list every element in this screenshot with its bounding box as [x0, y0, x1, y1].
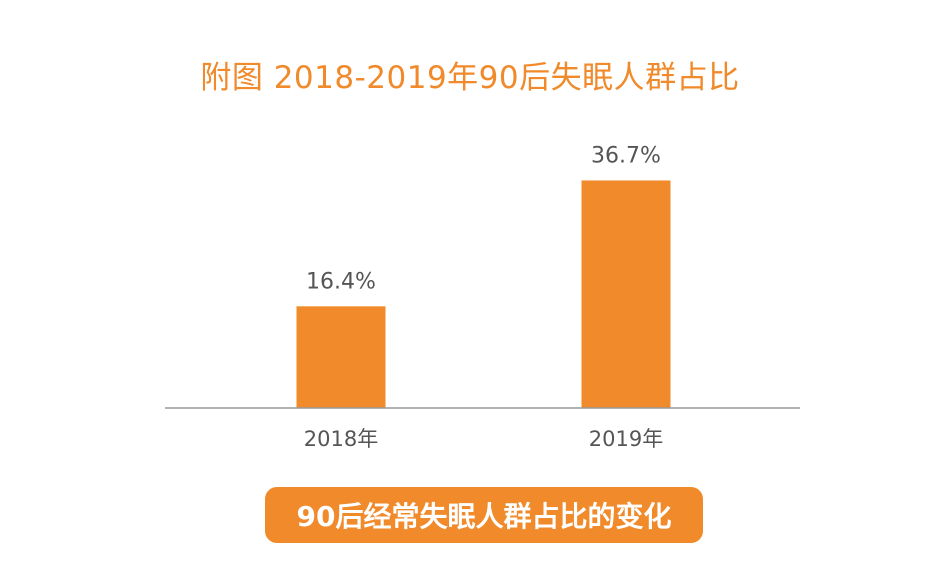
chart-title: 附图 2018-2019年90后失眠人群占比 [200, 60, 740, 96]
caption-banner: 90后经常失眠人群占比的变化 [265, 487, 703, 543]
bar-2 [581, 180, 671, 408]
caption-text: 90后经常失眠人群占比的变化 [296, 500, 672, 533]
x-tick-label-1: 2018年 [304, 427, 378, 451]
bar-1 [296, 306, 386, 408]
bar-value-label-2: 36.7% [591, 143, 661, 168]
x-tick-label-2: 2019年 [589, 427, 663, 451]
bar-value-label-1: 16.4% [306, 269, 376, 294]
